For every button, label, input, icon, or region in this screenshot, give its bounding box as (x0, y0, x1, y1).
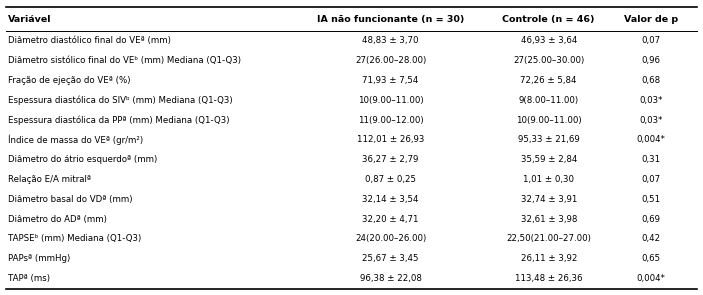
Text: 10(9.00–11.00): 10(9.00–11.00) (516, 116, 581, 124)
Text: Relação E/A mitralª: Relação E/A mitralª (8, 175, 91, 184)
Text: 27(25.00–30.00): 27(25.00–30.00) (513, 56, 584, 65)
Text: 9(8.00–11.00): 9(8.00–11.00) (519, 96, 579, 105)
Text: TAPª (ms): TAPª (ms) (8, 274, 51, 283)
Text: Diâmetro do átrio esquerdoª (mm): Diâmetro do átrio esquerdoª (mm) (8, 155, 157, 164)
Text: 0,96: 0,96 (641, 56, 660, 65)
Text: 32,61 ± 3,98: 32,61 ± 3,98 (520, 215, 577, 224)
Text: 72,26 ± 5,84: 72,26 ± 5,84 (520, 76, 577, 85)
Text: Diâmetro do ADª (mm): Diâmetro do ADª (mm) (8, 215, 108, 224)
Text: 36,27 ± 2,79: 36,27 ± 2,79 (362, 155, 419, 164)
Text: 0,65: 0,65 (641, 254, 660, 263)
Text: 0,004*: 0,004* (636, 274, 665, 283)
Text: Diâmetro diastólico final do VEª (mm): Diâmetro diastólico final do VEª (mm) (8, 36, 172, 45)
Text: 0,68: 0,68 (641, 76, 660, 85)
Text: 11(9.00–12.00): 11(9.00–12.00) (358, 116, 423, 124)
Text: 0,42: 0,42 (641, 235, 660, 243)
Text: 32,20 ± 4,71: 32,20 ± 4,71 (362, 215, 419, 224)
Text: IA não funcionante (n = 30): IA não funcionante (n = 30) (317, 15, 464, 24)
Text: 96,38 ± 22,08: 96,38 ± 22,08 (359, 274, 422, 283)
Text: 25,67 ± 3,45: 25,67 ± 3,45 (362, 254, 419, 263)
Text: 0,69: 0,69 (641, 215, 660, 224)
Text: Valor de p: Valor de p (624, 15, 678, 24)
Text: Diâmetro basal do VDª (mm): Diâmetro basal do VDª (mm) (8, 195, 133, 204)
Text: 95,33 ± 21,69: 95,33 ± 21,69 (518, 135, 579, 145)
Text: Controle (n = 46): Controle (n = 46) (503, 15, 595, 24)
Text: 112,01 ± 26,93: 112,01 ± 26,93 (357, 135, 424, 145)
Text: 0,31: 0,31 (641, 155, 660, 164)
Text: Fração de ejeção do VEª (%): Fração de ejeção do VEª (%) (8, 76, 131, 85)
Text: 1,01 ± 0,30: 1,01 ± 0,30 (523, 175, 574, 184)
Text: 48,83 ± 3,70: 48,83 ± 3,70 (362, 36, 419, 45)
Text: 0,03*: 0,03* (639, 96, 662, 105)
Text: Variável: Variável (8, 15, 52, 24)
Text: Espessura diastólica do SIVᵇ (mm) Mediana (Q1-Q3): Espessura diastólica do SIVᵇ (mm) Median… (8, 96, 233, 105)
Text: 0,004*: 0,004* (636, 135, 665, 145)
Text: Espessura diastólica da PPª (mm) Mediana (Q1-Q3): Espessura diastólica da PPª (mm) Mediana… (8, 115, 230, 125)
Text: 0,51: 0,51 (641, 195, 660, 204)
Text: 27(26.00–28.00): 27(26.00–28.00) (355, 56, 426, 65)
Text: 0,07: 0,07 (641, 36, 660, 45)
Text: Diâmetro sistólico final do VEᵇ (mm) Mediana (Q1-Q3): Diâmetro sistólico final do VEᵇ (mm) Med… (8, 56, 241, 65)
Text: 32,74 ± 3,91: 32,74 ± 3,91 (520, 195, 577, 204)
Text: 35,59 ± 2,84: 35,59 ± 2,84 (520, 155, 577, 164)
Text: 46,93 ± 3,64: 46,93 ± 3,64 (520, 36, 577, 45)
Text: Índice de massa do VEª (gr/m²): Índice de massa do VEª (gr/m²) (8, 135, 143, 145)
Text: 0,07: 0,07 (641, 175, 660, 184)
Text: 0,87 ± 0,25: 0,87 ± 0,25 (365, 175, 416, 184)
Text: 32,14 ± 3,54: 32,14 ± 3,54 (362, 195, 419, 204)
Text: 22,50(21.00–27.00): 22,50(21.00–27.00) (506, 235, 591, 243)
Text: 71,93 ± 7,54: 71,93 ± 7,54 (362, 76, 419, 85)
Text: 24(20.00–26.00): 24(20.00–26.00) (355, 235, 426, 243)
Text: 26,11 ± 3,92: 26,11 ± 3,92 (520, 254, 577, 263)
Text: TAPSEᵇ (mm) Mediana (Q1-Q3): TAPSEᵇ (mm) Mediana (Q1-Q3) (8, 235, 142, 243)
Text: PAPsª (mmHg): PAPsª (mmHg) (8, 254, 71, 263)
Text: 10(9.00–11.00): 10(9.00–11.00) (358, 96, 423, 105)
Text: 113,48 ± 26,36: 113,48 ± 26,36 (515, 274, 583, 283)
Text: 0,03*: 0,03* (639, 116, 662, 124)
